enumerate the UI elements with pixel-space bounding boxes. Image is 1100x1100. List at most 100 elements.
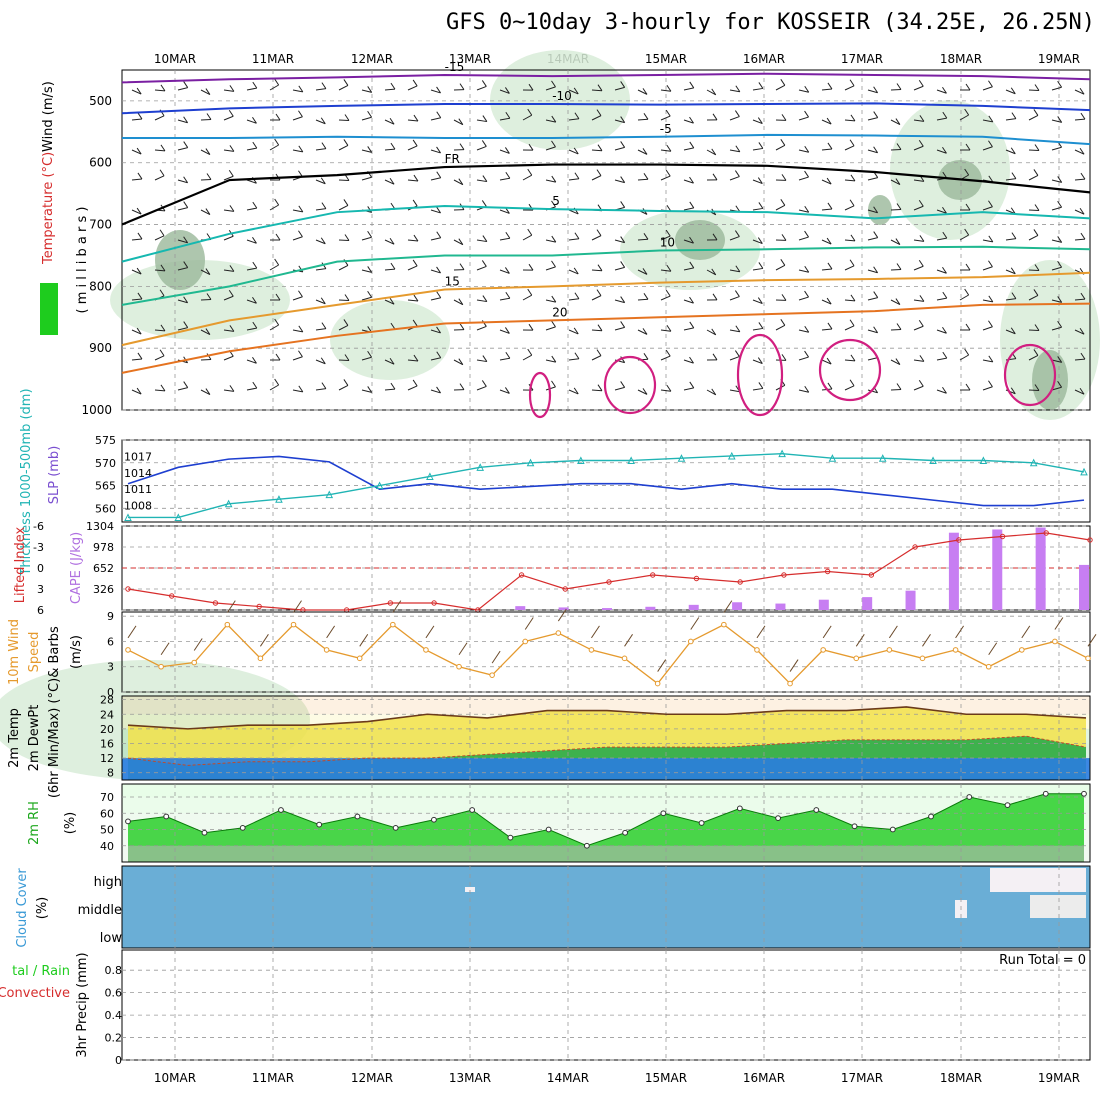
wind-barb-flag [298,350,303,358]
wind-barb [798,389,809,393]
wind-barb-flag [551,140,556,148]
wind-barb [154,89,166,92]
rh-area [128,793,1084,862]
wind-barb-flag [436,231,442,239]
wind-barb-flag [390,382,396,390]
wind-barb-flag [367,146,373,153]
li-marker [606,579,612,585]
wind-barb [1051,206,1062,211]
wind-barb [890,179,901,185]
wind-barb-flag [1057,80,1063,88]
wind-tick-9: 9 [107,610,114,623]
wind-barb-flag [758,382,764,389]
wind-barb-flag [942,386,947,394]
wind-barb [338,325,349,331]
wind-barb [430,297,441,301]
wind-barb-flag [780,319,786,326]
wind-barb [1051,146,1062,151]
wind-barb-flag [964,108,970,116]
li-line [127,532,1091,611]
wind-barb [522,354,532,361]
wind-barb [683,267,694,271]
wind-barb-flag [804,290,809,298]
wind-barb [315,208,326,211]
temp-tick-28: 28 [100,694,114,707]
rh-marker [163,813,170,820]
wind-barb [200,178,212,181]
isotherm--5 [122,133,1091,146]
wind-barb-flag [504,327,510,334]
temp-axis-title-1: 2m Temp [7,708,22,768]
wind-barb [913,359,924,362]
wind-barb-flag [827,382,833,390]
wind-barb-flag [504,87,510,94]
wind-barb [913,299,924,302]
wind-barb [867,389,878,394]
wind-barb [223,209,234,212]
wind-barb-flag [205,88,211,95]
pressure-tick-1000: 1000 [81,403,112,417]
wind-barb-flag [919,115,925,122]
wind-barb [683,327,694,331]
wind10-marker [257,655,264,662]
precip-tick-0.2: 0.2 [105,1032,123,1045]
wind10-axis-title-3: & Barbs [47,626,62,678]
wind-barb-flag [343,199,349,206]
li-marker [431,600,437,606]
wind-barb [936,389,947,394]
wind-barb [1005,329,1016,335]
wind-barb [1051,359,1062,363]
wind-barb-flag [896,263,902,270]
li-marker [169,593,175,599]
rh-low-band [128,845,1084,862]
wind-barb [1051,179,1062,183]
wind-barb-flag [527,348,533,356]
wind-barb [660,389,671,392]
wind10-barb [193,638,203,651]
wind-barb-flag [1033,229,1039,236]
wind-barb-flag [689,321,695,329]
wind-barb [430,117,441,121]
cloud-tick-middle: middle [78,903,122,918]
wind-barb [844,179,856,182]
wind-barb [200,209,211,215]
wind-barb-flag [666,84,672,92]
wind-barb-flag [804,170,809,178]
wind-barb-flag [252,381,258,389]
wind-barb-flag [781,354,787,361]
wind-barb-flag [942,326,947,334]
wind-barb [660,235,671,241]
wind-barb-flag [298,385,304,393]
wind-barb-flag [988,355,994,363]
wind-barb-flag [504,267,510,274]
wind10-marker [853,655,860,662]
wind-barb-flag [1010,147,1016,155]
wind-barb [729,269,740,273]
wind-barb-flag [804,110,809,118]
wind-barb [1051,299,1062,303]
cape-axis-title: CAPE (J/kg) [69,532,84,604]
rh-marker [660,810,667,817]
wind-barb-flag [827,202,833,210]
wind-barb-flag [206,113,212,120]
wind10-barb [1087,634,1097,647]
wind-barb-flag [873,291,879,298]
wind-barb [568,389,579,395]
wind-barb [407,179,418,182]
wind-barb [890,119,901,125]
wind-barb [1028,149,1040,152]
rh-marker [1042,790,1049,797]
wind-barb-flag [942,266,947,274]
thickness-marker [677,454,686,462]
wind-barb [798,269,809,273]
wind-barb-flag [826,297,832,305]
wind-barb [177,267,188,271]
precip-tick-0: 0 [115,1054,122,1067]
wind-barb-flag [436,111,442,119]
isotherm-label--5: -5 [660,122,672,136]
wind-barb-flag [137,352,143,360]
wind-barb [637,118,649,121]
wind-barb-flag [228,289,234,297]
wind-barb [430,357,441,361]
